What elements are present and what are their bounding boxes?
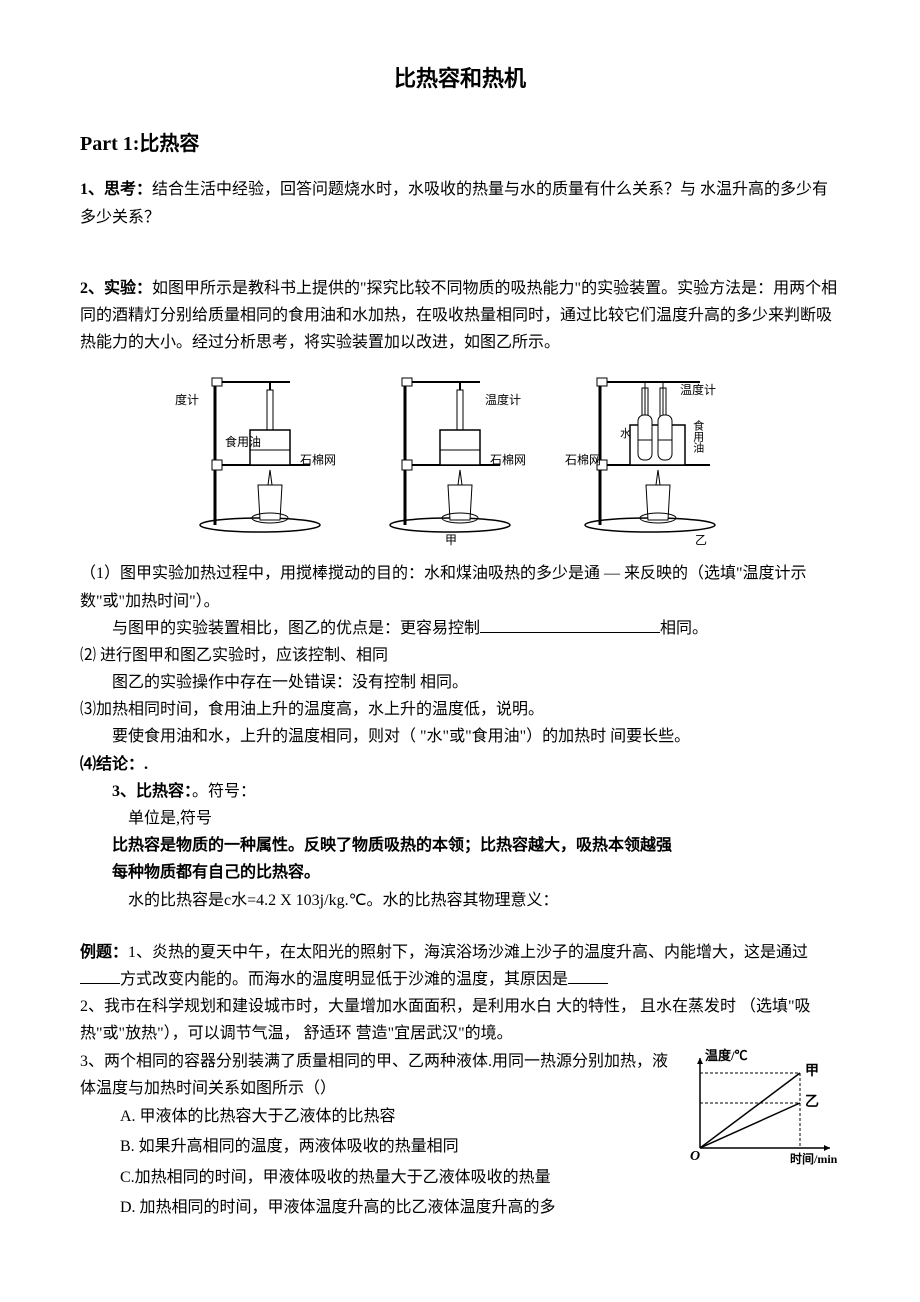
q3-water: 水的比热容是c水=4.2 X 103j/kg.℃。水的比热容其物理意义：	[80, 887, 840, 914]
yi-caption: 乙	[695, 530, 707, 550]
asbestos-label-left: 石棉网	[300, 450, 336, 470]
diagram-yi: 温度计 石棉网 水 食用油 乙	[560, 370, 740, 535]
sub-1b-prefix: 与图甲的实验装置相比，图乙的优点是：更容易控制	[112, 620, 480, 637]
question-2: 2、实验：如图甲所示是教科书上提供的"探究比较不同物质的吸热能力"的实验装置。实…	[80, 275, 840, 357]
thermometer-label-left: 度计	[175, 390, 199, 410]
q3-unit: 单位是,符号	[80, 805, 840, 832]
sub-2a: ⑵ 进行图甲和图乙实验时，应该控制、相同	[80, 642, 840, 669]
blank-1b	[480, 616, 660, 633]
sub-3a: ⑶加热相同时间，食用油上升的温度高，水上升的温度低，说明。	[80, 696, 840, 723]
q1-text: 结合生活中经验，回答问题烧水时，水吸收的热量与水的质量有什么关系？与 水温升高的…	[80, 181, 828, 225]
chart-ylabel: 温度/℃	[705, 1048, 748, 1063]
q3-bold2: 每种物质都有自己的比热容。	[80, 859, 840, 886]
ex1-prefix: 1、炎热的夏天中午，在太阳光的照射下，海滨浴场沙滩上沙子的温度升高、内能增大，这…	[128, 944, 808, 961]
sub-1b: 与图甲的实验装置相比，图乙的优点是：更容易控制 相同。	[80, 615, 840, 642]
diagram-jia-right: 温度计 石棉网 甲	[370, 370, 530, 535]
example-1: 例题：1、炎热的夏天中午，在太阳光的照射下，海滨浴场沙滩上沙子的温度升高、内能增…	[80, 939, 840, 993]
blank-ex1	[80, 967, 120, 984]
jia-caption: 甲	[445, 530, 457, 550]
question-1: 1、思考：结合生活中经验，回答问题烧水时，水吸收的热量与水的质量有什么关系？与 …	[80, 176, 840, 230]
thermometer-label-right: 温度计	[680, 380, 716, 400]
oil-label-right: 食用油	[688, 420, 707, 453]
q3-text: 。符号：	[192, 783, 256, 800]
blank-ex1b	[568, 967, 608, 984]
q3-label: 3、比热容：	[112, 783, 192, 800]
question-3: 3、比热容：。符号：	[80, 778, 840, 805]
asbestos-label-mid: 石棉网	[490, 450, 526, 470]
sub-1b-suffix: 相同。	[660, 620, 708, 637]
asbestos-label-right: 石棉网	[565, 450, 601, 470]
page-title: 比热容和热机	[80, 60, 840, 97]
sub-3b: 要使食用油和水，上升的温度相同，则对（ "水"或"食用油"）的加热时 间要长些。	[80, 723, 840, 750]
examples-block: 例题：1、炎热的夏天中午，在太阳光的照射下，海滨浴场沙滩上沙子的温度升高、内能增…	[80, 939, 840, 1224]
sub-1a: （1）图甲实验加热过程中，用搅棒搅动的目的：水和煤油吸热的多少是通 — 来反映的…	[80, 560, 840, 614]
oil-label-left: 食用油	[225, 432, 261, 452]
chart-xlabel: 时间/min	[790, 1151, 838, 1166]
q3-bold1: 比热容是物质的一种属性。反映了物质吸热的本领；比热容越大，吸热本领越强	[80, 832, 840, 859]
q1-label: 1、思考：	[80, 181, 152, 198]
choice-d: D. 加热相同的时间，甲液体温度升高的比乙液体温度升高的多	[80, 1193, 840, 1223]
example-2: 2、我市在科学规划和建设城市时，大量增加水面面积，是利用水白 大的特性， 且水在…	[80, 993, 840, 1047]
ex-label: 例题：	[80, 944, 128, 961]
ex1-suffix: 方式改变内能的。而海水的温度明显低于沙滩的温度，其原因是	[120, 971, 568, 988]
chart-origin: O	[690, 1149, 700, 1164]
thermometer-label-mid: 温度计	[485, 390, 521, 410]
water-label-right: 水	[620, 425, 631, 444]
q2-label: 2、实验：	[80, 280, 152, 297]
apparatus-diagrams: 度计 食用油 石棉网 温度计 石棉网 甲	[80, 370, 840, 535]
q2-text: 如图甲所示是教科书上提供的"探究比较不同物质的吸热能力"的实验装置。实验方法是：…	[80, 280, 837, 351]
chart-line2: 乙	[805, 1094, 819, 1110]
temperature-chart: 温度/℃ 时间/min 甲 乙 O	[680, 1048, 840, 1168]
sub-4: ⑷结论：.	[80, 751, 840, 778]
diagram-jia-left: 度计 食用油 石棉网	[180, 370, 340, 535]
chart-line1: 甲	[805, 1063, 819, 1079]
sub-2b: 图乙的实验操作中存在一处错误：没有控制 相同。	[80, 669, 840, 696]
part1-heading: Part 1:比热容	[80, 127, 840, 161]
